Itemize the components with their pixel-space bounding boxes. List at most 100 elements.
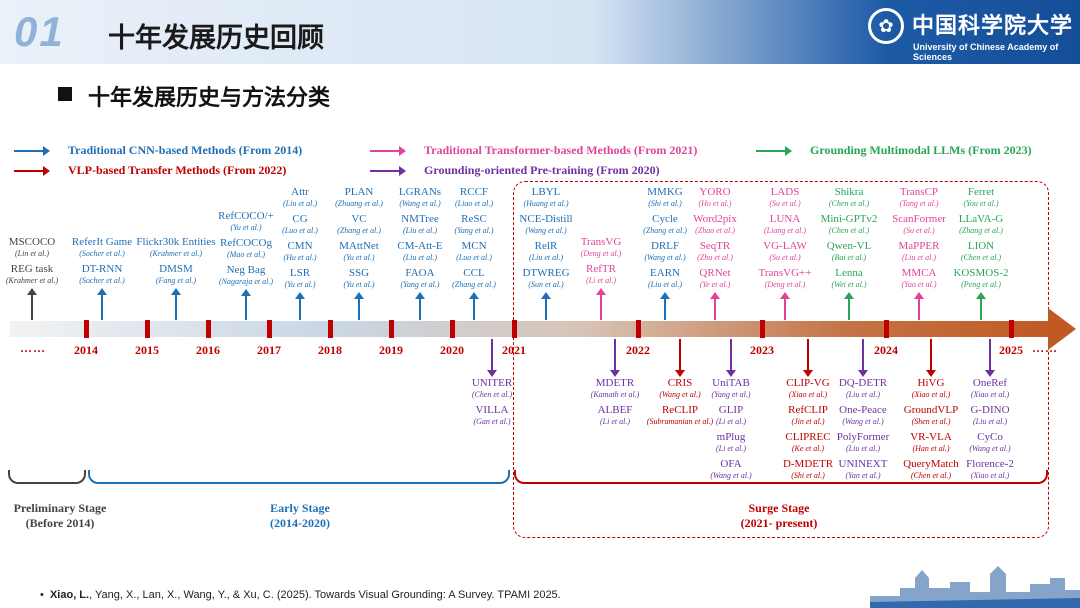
bullet-icon: • [40, 589, 50, 601]
method-author: (Liu et al.) [402, 253, 437, 262]
year-label: 2022 [626, 343, 650, 357]
method-author: (Gan et al.) [473, 417, 511, 426]
timeline-arrow-icon [914, 292, 924, 320]
stage-name: Early Stage [270, 501, 330, 515]
method-author: (Peng et al.) [961, 280, 1001, 289]
timeline-arrow-head-icon [1048, 308, 1076, 350]
method-name: QueryMatch [903, 458, 959, 470]
method-name: ReCLIP [661, 404, 699, 416]
stage-name: Surge Stage [748, 501, 810, 515]
method-name: Shikra [834, 186, 864, 198]
method-column: UNITER (Chen et al.) VILLA (Gan et al.) [472, 377, 512, 431]
method-author: (Li et al.) [586, 276, 616, 285]
year-tick [328, 320, 333, 338]
method-name: Word2pix [693, 213, 737, 225]
method-name: Attr [291, 186, 309, 198]
timeline-arrow-icon [541, 292, 551, 320]
method-column: UniTAB (Yang et al.) GLIP (Li et al.) mPlug(… [710, 377, 751, 485]
year-tick [760, 320, 765, 338]
method-author: (Xiao et al.) [911, 390, 951, 399]
method-column: MDETR (Kamath et al.) ALBEF (Li et al.) [591, 377, 640, 431]
year-tick [206, 320, 211, 338]
method-name: UNITER [471, 377, 513, 389]
year-label: 2017 [257, 343, 281, 357]
method-author: (Chen et al.) [828, 199, 870, 208]
timeline-arrow-icon [660, 292, 670, 320]
method-author: (Huang et al.) [523, 199, 569, 208]
method-name: D-MDETR [782, 458, 834, 470]
legend-label: Grounding-oriented Pre-training (From 20… [424, 163, 660, 177]
method-name: DMSM [159, 263, 193, 275]
method-author: (Liu et al.) [402, 226, 437, 235]
legend-arrow-icon [14, 166, 50, 176]
timeline-arrow-icon [780, 292, 790, 320]
method-name: MDETR [595, 377, 635, 389]
citation-text: , Yang, X., Lan, X., Wang, Y., & Xu, C. … [89, 589, 561, 601]
method-column: RefCOCO/+ (Yu et al.) RefCOCOg (Mao et al.)… [218, 210, 274, 291]
method-author: (Yao et al.) [901, 280, 937, 289]
timeline-arrow-icon [295, 292, 305, 320]
method-author: (Wang et al.) [659, 390, 701, 399]
timeline-arrow-icon [171, 288, 181, 320]
method-name: RCCF [459, 186, 489, 198]
method-author: (Luo et al.) [282, 226, 318, 235]
method-author: (Liang et al.) [764, 226, 806, 235]
university-name-cn: 中国科学院大学 [912, 13, 1074, 39]
method-author: (Li et al.) [715, 444, 746, 453]
method-name: CRIS [667, 377, 693, 389]
method-author: (Hu et al.) [283, 253, 317, 262]
surge-stage-box [513, 181, 1049, 538]
method-name: ALBEF [597, 404, 633, 416]
method-author: (Krahmer et al.) [5, 276, 59, 285]
timeline-arrow-icon [710, 292, 720, 320]
year-label: 2015 [135, 343, 159, 357]
year-label: 2021 [502, 343, 526, 357]
timeline-arrow-icon [926, 339, 936, 377]
method-name: GroundVLP [903, 404, 959, 416]
method-author: (Mao et al.) [227, 250, 265, 259]
year-tick [884, 320, 889, 338]
method-author: (Wang et al.) [644, 253, 686, 262]
citation: • Xiao, L., Yang, X., Lan, X., Wang, Y.,… [40, 589, 561, 601]
method-name: GLIP [718, 404, 744, 416]
stage-range: (2021- present) [740, 516, 818, 530]
method-name: ReSC [461, 213, 487, 225]
method-name: EARN [650, 267, 680, 279]
method-author: (Lin et al.) [15, 249, 49, 258]
preliminary-brace [8, 470, 86, 484]
method-name: LGRANs [398, 186, 442, 198]
timeline-arrow-icon [675, 339, 685, 377]
method-author: (Liu et al.) [973, 417, 1007, 426]
year-tick [636, 320, 641, 338]
method-author: (You et al.) [963, 199, 999, 208]
method-name: KOSMOS-2 [953, 267, 1009, 279]
method-name: PLAN [344, 186, 374, 198]
method-author: (Shen et al.) [911, 417, 951, 426]
method-author: (Subramanian et al.) [646, 417, 714, 426]
method-name: VG-LAW [763, 240, 807, 252]
method-author: (Shi et al.) [791, 471, 825, 480]
year-label: 2023 [750, 343, 774, 357]
method-author: (Krahmer et al.) [149, 249, 203, 258]
method-name: MMKG [647, 186, 683, 198]
legend-label: VLP-based Transfer Methods (From 2022) [68, 163, 287, 177]
method-name: Lenna [835, 267, 863, 279]
stage-name: Preliminary Stage [13, 501, 107, 515]
timeline-arrow-icon [858, 339, 868, 377]
method-author: (Yu et al.) [343, 280, 375, 289]
method-name: VC [351, 213, 367, 225]
method-author: (Sun et al.) [528, 280, 564, 289]
method-name: QRNet [699, 267, 731, 279]
citation-author: Xiao, L. [49, 589, 90, 601]
header-bar: 01 十年发展历史回顾 ✿ 中国科学院大学 University of Chin… [0, 0, 1080, 64]
method-name: One-Peace [839, 404, 887, 416]
method-author: (Su et al.) [769, 253, 801, 262]
method-column: PLAN (Zhuang et al.) VC (Zhang et al.) MAttN… [335, 186, 383, 294]
method-name: MMCA [901, 267, 937, 279]
method-author: (Yu et al.) [230, 223, 262, 232]
method-author: (Socher et al.) [79, 249, 125, 258]
year-label: 2019 [379, 343, 403, 357]
timeline-arrow-icon [241, 289, 251, 320]
method-author: (Xiao et al.) [788, 390, 828, 399]
method-name: CM-Att-E [397, 240, 443, 252]
